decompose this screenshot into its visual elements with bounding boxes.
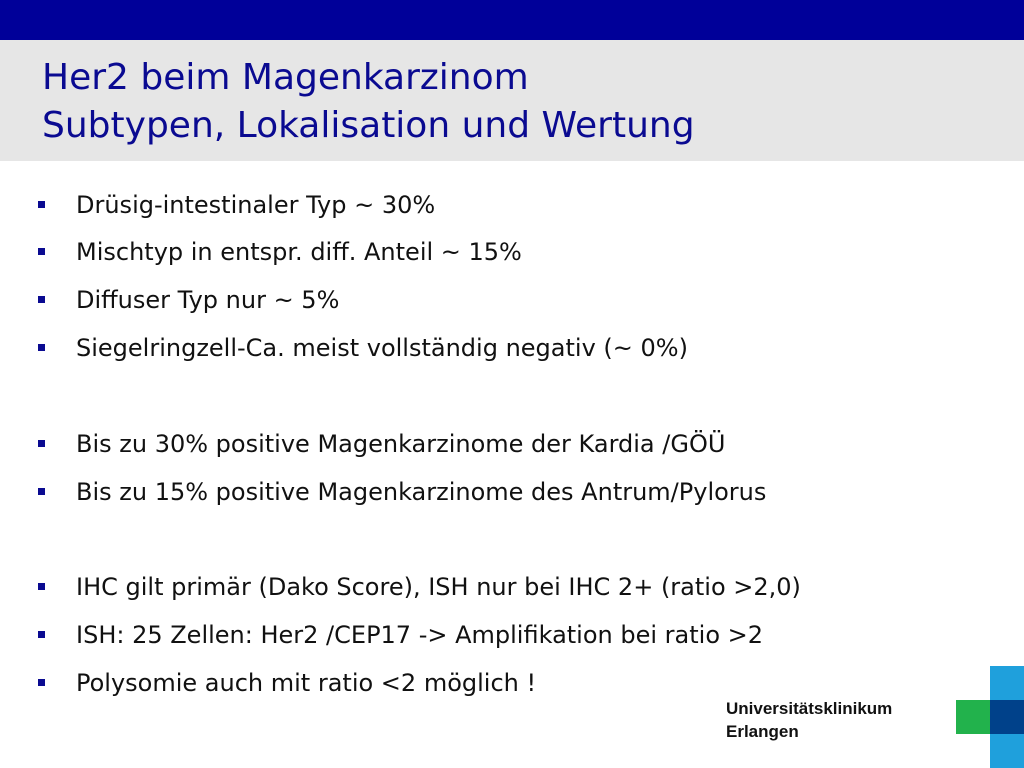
title-band — [0, 40, 1024, 161]
bullet-text: Mischtyp in entspr. diff. Anteil ~ 15% — [76, 238, 522, 266]
bullet-square-icon — [38, 344, 45, 351]
bullet-square-icon — [38, 248, 45, 255]
bullet-text: Drüsig-intestinaler Typ ~ 30% — [76, 191, 436, 219]
bullet-text: Diffuser Typ nur ~ 5% — [76, 286, 340, 314]
bullet-text: Bis zu 30% positive Magenkarzinome der K… — [76, 430, 726, 458]
slide-title-line-2: Subtypen, Lokalisation und Wertung — [42, 105, 695, 146]
logo-light-blue-square-icon — [990, 734, 1024, 768]
header-bar — [0, 0, 1024, 40]
logo-text-university: Universitätsklinikum — [726, 699, 893, 718]
logo-light-blue-square-icon — [990, 666, 1024, 700]
bullet-square-icon — [38, 201, 45, 208]
bullet-text: Polysomie auch mit ratio <2 möglich ! — [76, 669, 537, 697]
bullet-square-icon — [38, 631, 45, 638]
slide-title-line-1: Her2 beim Magenkarzinom — [42, 57, 529, 98]
logo-text-city: Erlangen — [726, 722, 799, 741]
bullet-text: Siegelringzell-Ca. meist vollständig neg… — [76, 334, 688, 362]
logo-dark-blue-square-icon — [990, 700, 1024, 734]
bullet-square-icon — [38, 488, 45, 495]
bullet-square-icon — [38, 440, 45, 447]
bullet-text: Bis zu 15% positive Magenkarzinome des A… — [76, 478, 767, 506]
bullet-text: IHC gilt primär (Dako Score), ISH nur be… — [76, 573, 801, 601]
bullet-text: ISH: 25 Zellen: Her2 /CEP17 -> Amplifika… — [76, 621, 764, 649]
bullet-square-icon — [38, 583, 45, 590]
logo-green-square-icon — [956, 700, 990, 734]
bullet-square-icon — [38, 296, 45, 303]
bullet-square-icon — [38, 679, 45, 686]
